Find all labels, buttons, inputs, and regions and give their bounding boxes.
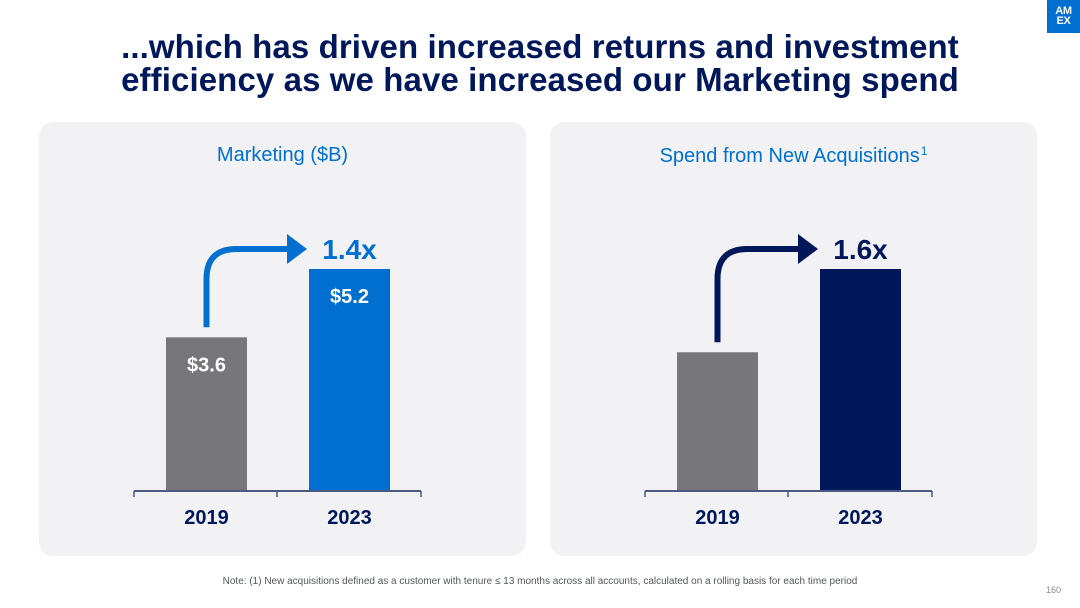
acquisitions-title-footnote: 1 [920,144,928,158]
acquisitions-chart-title: Spend from New Acquisitions1 [550,144,1037,168]
marketing-category-label-2023: 2023 [327,507,372,529]
acquisitions-category-label-2023: 2023 [838,507,883,529]
acquisitions-growth-arrow [714,246,802,343]
marketing-bar-2023 [309,269,390,491]
slide-title: ...which has driven increased returns an… [0,30,1080,96]
title-line-1: ...which has driven increased returns an… [121,28,959,65]
acquisitions-growth-label: 1.6x [833,234,888,265]
marketing-chart-title: Marketing ($B) [39,144,526,167]
marketing-data-label-2019: $3.6 [187,354,226,376]
marketing-growth-label: 1.4x [322,234,377,265]
logo-line-2: EX [1056,15,1071,27]
page-number: 160 [1046,585,1062,595]
marketing-chart-panel: Marketing ($B) $3.6 2019 $5.2 2023 1.4x [39,122,526,556]
acquisitions-chart-title-text: Spend from New Acquisitions [659,145,920,167]
acquisitions-growth-arrow-head-icon [798,234,818,264]
marketing-category-label-2019: 2019 [184,507,229,529]
footnote: Note: (1) New acquisitions defined as a … [222,576,858,587]
amex-logo: AM EX [1047,0,1080,33]
acquisitions-bar-2023 [820,269,901,491]
marketing-chart: $3.6 2019 $5.2 2023 1.4x [133,234,422,529]
marketing-data-label-2023: $5.2 [330,286,369,308]
acquisitions-chart: 2019 2023 1.6x [644,234,933,529]
acquisitions-chart-panel: Spend from New Acquisitions1 2019 2023 1.6… [550,122,1037,556]
marketing-bar-2019 [166,337,247,491]
logo-line-1: AM [1055,5,1072,17]
marketing-growth-arrow-head-icon [287,234,307,264]
acquisitions-category-label-2019: 2019 [695,507,740,529]
marketing-growth-arrow [203,246,291,328]
acquisitions-bar-2019 [677,352,758,491]
title-line-2: efficiency as we have increased our Mark… [121,61,959,98]
marketing-chart-title-text: Marketing ($B) [216,144,349,166]
